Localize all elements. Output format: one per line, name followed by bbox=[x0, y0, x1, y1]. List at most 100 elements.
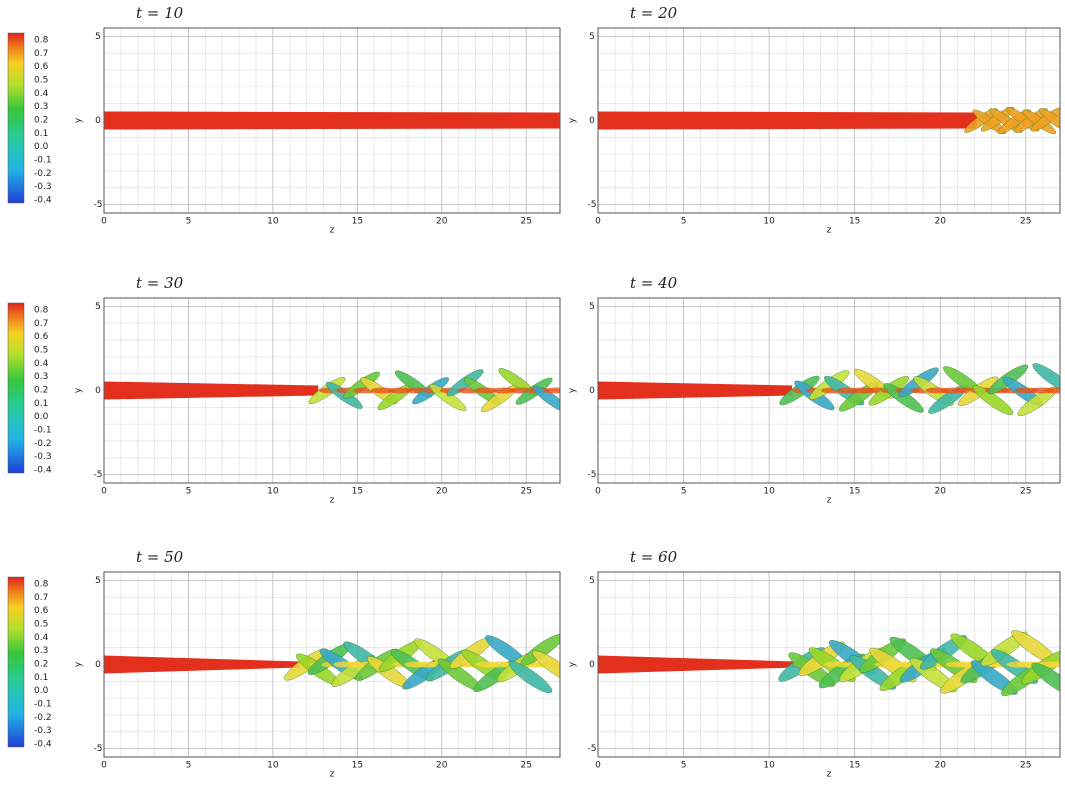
colorbar-label: 0.1 bbox=[34, 399, 48, 409]
x-tick-label: 5 bbox=[681, 761, 687, 771]
y-tick-label: 0 bbox=[95, 386, 101, 396]
colorbar bbox=[8, 577, 24, 747]
x-tick-label: 20 bbox=[436, 487, 448, 497]
flow bbox=[598, 359, 1065, 419]
x-tick-label: 10 bbox=[267, 217, 279, 227]
colorbar-label: 0.7 bbox=[34, 319, 48, 329]
panel-title: t = 30 bbox=[136, 274, 184, 292]
x-tick-label: 10 bbox=[763, 487, 775, 497]
y-tick-label: -5 bbox=[588, 200, 597, 210]
y-tick-label: 5 bbox=[589, 32, 595, 42]
colorbar-label: 0.8 bbox=[34, 36, 49, 46]
y-tick-label: 0 bbox=[589, 386, 595, 396]
colorbar-label: -0.1 bbox=[34, 700, 52, 710]
colorbar-label: 0.1 bbox=[34, 673, 48, 683]
x-tick-label: 15 bbox=[849, 217, 860, 227]
colorbar-label: 0.5 bbox=[34, 346, 48, 356]
x-tick-label: 20 bbox=[436, 217, 448, 227]
colorbar-label: 0.2 bbox=[34, 116, 48, 126]
panel-title: t = 20 bbox=[630, 4, 678, 22]
colorbar-label: 0.4 bbox=[34, 359, 49, 369]
x-tick-label: 5 bbox=[186, 761, 192, 771]
x-tick-label: 25 bbox=[520, 217, 531, 227]
x-tick-label: 25 bbox=[1020, 761, 1031, 771]
colorbar-label: -0.4 bbox=[34, 196, 52, 206]
y-label: y bbox=[568, 387, 578, 393]
y-tick-label: -5 bbox=[588, 470, 597, 480]
x-tick-label: 15 bbox=[352, 761, 363, 771]
x-label: z bbox=[827, 226, 832, 236]
flow bbox=[104, 112, 560, 130]
x-tick-label: 0 bbox=[595, 487, 601, 497]
panel-title: t = 10 bbox=[136, 4, 184, 22]
colorbar bbox=[8, 33, 24, 203]
x-tick-label: 15 bbox=[849, 487, 860, 497]
panel-title: t = 50 bbox=[136, 548, 184, 566]
flow bbox=[598, 104, 1065, 137]
colorbar-label: 0.6 bbox=[34, 62, 49, 72]
colorbar-label: 0.6 bbox=[34, 332, 49, 342]
x-tick-label: 10 bbox=[267, 487, 279, 497]
flow bbox=[104, 630, 579, 698]
colorbar-label: 0.3 bbox=[34, 102, 48, 112]
panel-title: t = 40 bbox=[630, 274, 678, 292]
x-tick-label: 25 bbox=[520, 761, 531, 771]
colorbar-label: -0.2 bbox=[34, 439, 52, 449]
colorbar-label: 0.5 bbox=[34, 620, 48, 630]
y-tick-label: 5 bbox=[95, 32, 101, 42]
y-tick-label: 0 bbox=[589, 660, 595, 670]
colorbar-label: 0.0 bbox=[34, 686, 49, 696]
flow bbox=[598, 626, 1065, 702]
x-tick-label: 0 bbox=[101, 761, 107, 771]
y-tick-label: -5 bbox=[94, 744, 103, 754]
colorbar-label: 0.8 bbox=[34, 580, 49, 590]
y-tick-label: 5 bbox=[95, 576, 101, 586]
jet bbox=[598, 112, 977, 130]
colorbar-label: 0.0 bbox=[34, 142, 49, 152]
core bbox=[543, 388, 567, 394]
colorbar-label: 0.7 bbox=[34, 49, 48, 59]
x-tick-label: 0 bbox=[595, 761, 601, 771]
x-tick-label: 25 bbox=[520, 487, 531, 497]
colorbar-label: 0.4 bbox=[34, 89, 49, 99]
y-tick-label: 0 bbox=[95, 116, 101, 126]
y-label: y bbox=[74, 117, 84, 123]
x-tick-label: 25 bbox=[1020, 217, 1031, 227]
y-tick-label: 5 bbox=[95, 302, 101, 312]
colorbar-label: 0.2 bbox=[34, 660, 48, 670]
x-tick-label: 15 bbox=[849, 761, 860, 771]
y-tick-label: -5 bbox=[588, 744, 597, 754]
flow bbox=[104, 365, 572, 417]
colorbar-label: 0.5 bbox=[34, 76, 48, 86]
x-label: z bbox=[827, 770, 832, 780]
colorbar-label: -0.3 bbox=[34, 726, 52, 736]
colorbar-label: 0.8 bbox=[34, 306, 49, 316]
x-tick-label: 20 bbox=[934, 487, 946, 497]
colorbar-label: -0.4 bbox=[34, 740, 52, 750]
colorbar-label: -0.1 bbox=[34, 426, 52, 436]
x-tick-label: 0 bbox=[101, 487, 107, 497]
panel-title: t = 60 bbox=[630, 548, 678, 566]
colorbar-label: 0.3 bbox=[34, 646, 48, 656]
colorbar-label: 0.0 bbox=[34, 412, 49, 422]
colorbar-label: 0.4 bbox=[34, 633, 49, 643]
x-tick-label: 10 bbox=[267, 761, 279, 771]
x-tick-label: 10 bbox=[763, 217, 775, 227]
x-label: z bbox=[330, 226, 335, 236]
x-tick-label: 5 bbox=[186, 487, 192, 497]
core bbox=[546, 662, 570, 668]
y-label: y bbox=[568, 117, 578, 123]
x-tick-label: 0 bbox=[595, 217, 601, 227]
colorbar-label: -0.1 bbox=[34, 156, 52, 166]
colorbar-label: -0.4 bbox=[34, 466, 52, 476]
colorbar bbox=[8, 303, 24, 473]
colorbar-label: -0.2 bbox=[34, 169, 52, 179]
colorbar-label: 0.2 bbox=[34, 386, 48, 396]
colorbar-label: 0.1 bbox=[34, 129, 48, 139]
y-tick-label: 5 bbox=[589, 576, 595, 586]
colorbar-label: 0.7 bbox=[34, 593, 48, 603]
